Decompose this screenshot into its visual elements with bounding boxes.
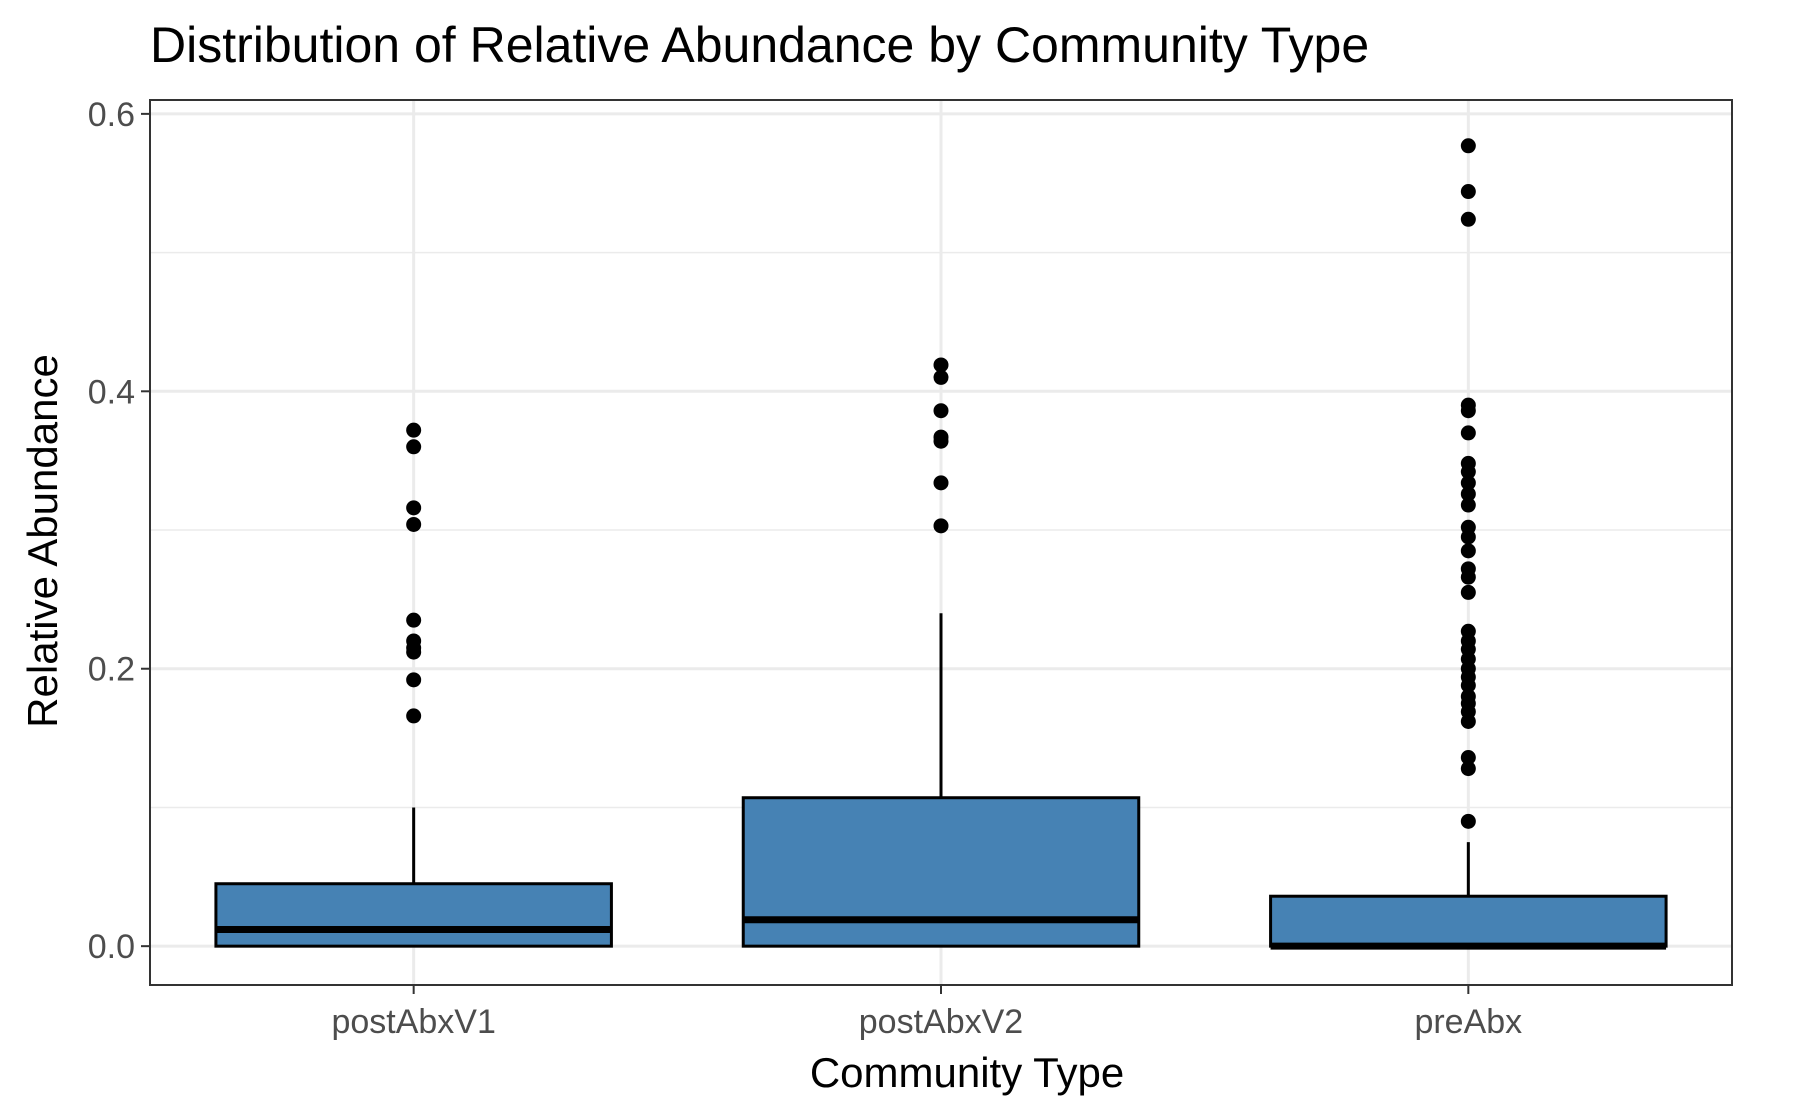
outlier-point bbox=[406, 439, 422, 455]
outlier-point bbox=[406, 672, 422, 688]
outlier-point bbox=[1460, 584, 1476, 600]
outlier-point bbox=[406, 708, 422, 724]
outlier-point bbox=[933, 369, 949, 385]
outlier-point bbox=[406, 500, 422, 516]
y-tick-label: 0.6 bbox=[88, 96, 135, 134]
y-tick-label: 0.4 bbox=[88, 373, 135, 411]
outlier-point bbox=[1460, 464, 1476, 480]
outlier-point bbox=[1460, 497, 1476, 513]
outlier-point bbox=[1460, 569, 1476, 585]
outlier-point bbox=[406, 644, 422, 660]
y-tick-label: 0.2 bbox=[88, 651, 135, 689]
outlier-point bbox=[1460, 403, 1476, 419]
box-iqr bbox=[214, 882, 613, 948]
outlier-point bbox=[1460, 713, 1476, 729]
x-tick-label: preAbx bbox=[1414, 1003, 1522, 1041]
outlier-point bbox=[933, 433, 949, 449]
outlier-point bbox=[1460, 425, 1476, 441]
outlier-point bbox=[1460, 813, 1476, 829]
y-tick-label: 0.0 bbox=[88, 928, 135, 966]
x-tick-label: postAbxV1 bbox=[331, 1003, 495, 1041]
outlier-point bbox=[1460, 750, 1476, 766]
outlier-point bbox=[1460, 138, 1476, 154]
outlier-point bbox=[1460, 211, 1476, 227]
outlier-point bbox=[933, 475, 949, 491]
y-axis-title: Relative Abundance bbox=[19, 354, 66, 728]
x-axis-title: Community Type bbox=[810, 1049, 1124, 1096]
outlier-point bbox=[1460, 475, 1476, 491]
outlier-point bbox=[933, 403, 949, 419]
outlier-point bbox=[1460, 529, 1476, 545]
outlier-point bbox=[1460, 486, 1476, 502]
outlier-point bbox=[933, 518, 949, 534]
outlier-point bbox=[406, 516, 422, 532]
box-iqr bbox=[1269, 894, 1668, 948]
outlier-point bbox=[933, 357, 949, 373]
x-tick-label: postAbxV2 bbox=[859, 1003, 1023, 1041]
outlier-point bbox=[1460, 543, 1476, 559]
outlier-point bbox=[1460, 184, 1476, 200]
outlier-point bbox=[1460, 761, 1476, 777]
chart-title: Distribution of Relative Abundance by Co… bbox=[150, 17, 1369, 73]
outlier-point bbox=[406, 422, 422, 438]
outlier-point bbox=[1460, 677, 1476, 693]
box-iqr bbox=[741, 796, 1141, 948]
outlier-point bbox=[406, 612, 422, 628]
